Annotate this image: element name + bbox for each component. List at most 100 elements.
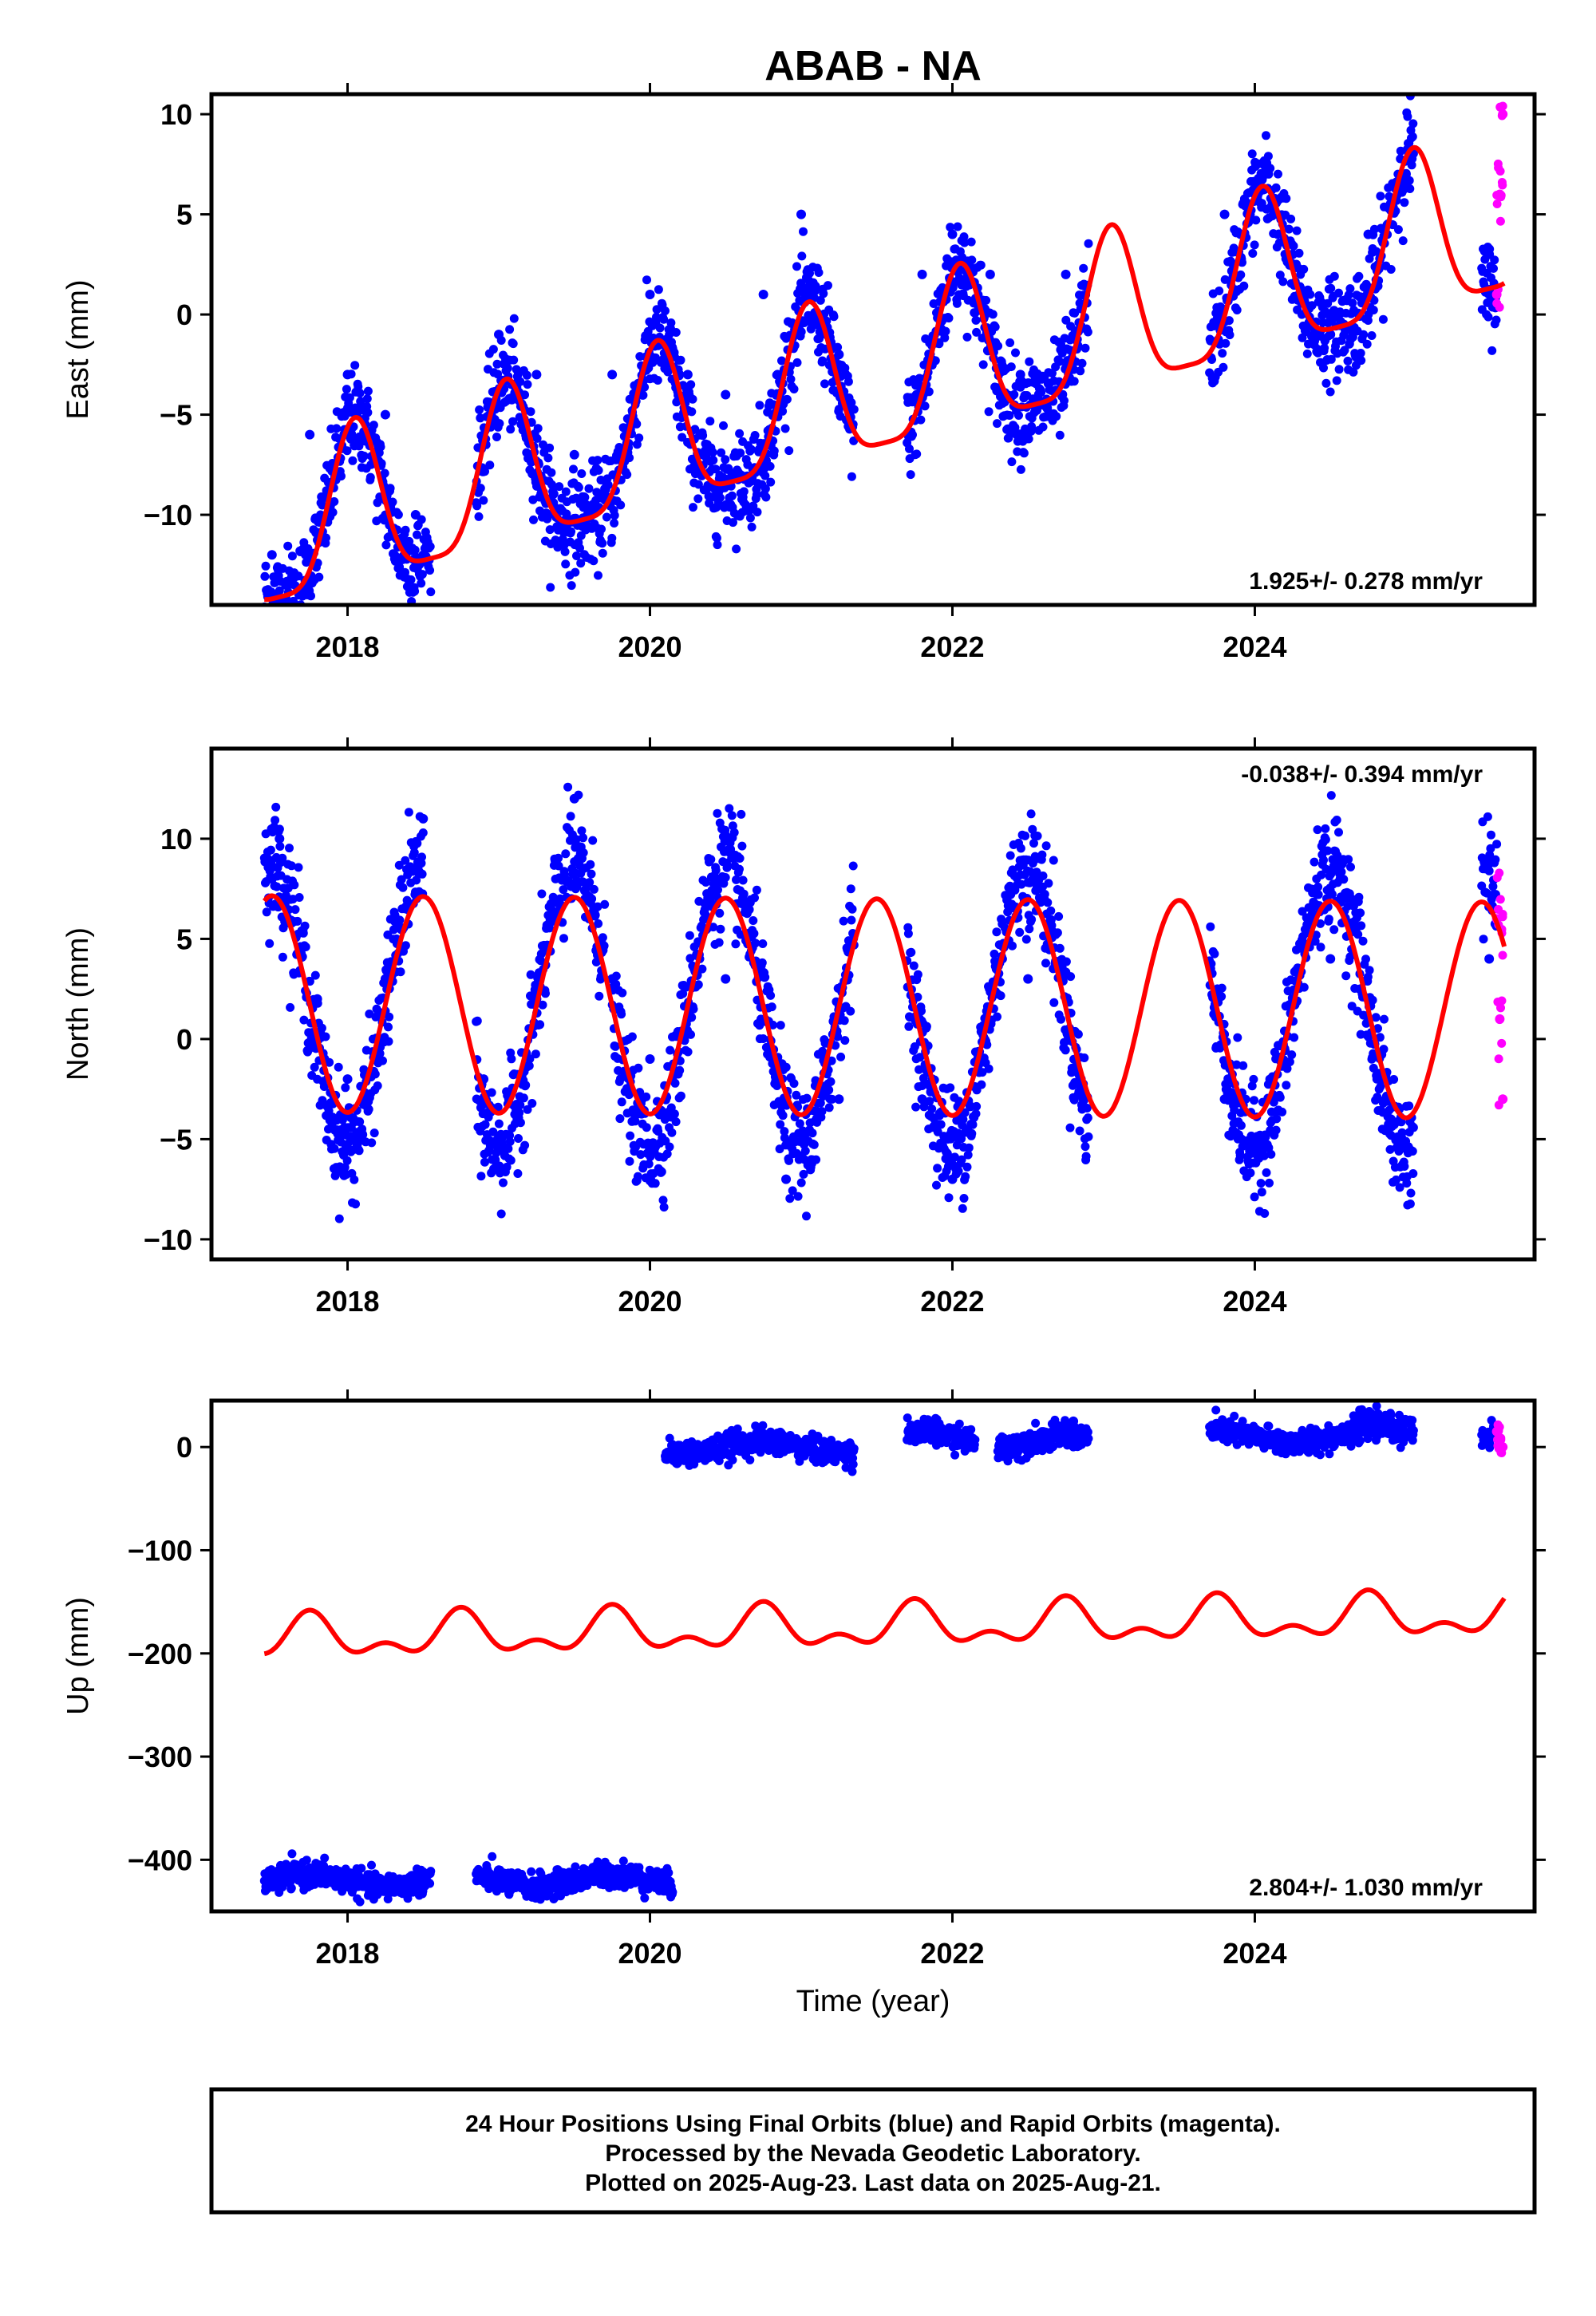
east-plot-area xyxy=(260,94,1508,625)
north-final-point xyxy=(495,1161,504,1171)
north-final-point xyxy=(563,782,573,792)
east-final-point xyxy=(1278,277,1288,287)
north-final-point xyxy=(627,1032,637,1041)
east-final-point xyxy=(593,456,602,465)
north-final-point xyxy=(1373,1093,1382,1102)
east-final-point xyxy=(1405,184,1415,193)
east-final-point xyxy=(576,559,586,568)
east-final-point xyxy=(1069,377,1079,386)
east-final-point xyxy=(1232,306,1242,314)
north-final-point xyxy=(954,1097,964,1106)
east-final-point xyxy=(1257,199,1266,208)
north-final-point xyxy=(766,990,776,1000)
east-final-point xyxy=(1080,343,1090,353)
north-frame xyxy=(209,746,1537,1262)
north-final-point xyxy=(732,875,741,884)
north-final-point xyxy=(776,1120,785,1129)
north-final-point xyxy=(519,1093,528,1103)
east-final-point xyxy=(659,314,669,324)
north-final-point xyxy=(751,939,760,948)
north-final-point xyxy=(275,842,285,851)
east-final-point xyxy=(1369,295,1379,305)
north-final-point xyxy=(559,885,568,895)
east-final-point xyxy=(780,424,790,433)
east-y-tick-label: 5 xyxy=(176,199,192,231)
east-final-point xyxy=(495,419,504,429)
north-final-point xyxy=(927,1105,937,1113)
north-final-point xyxy=(1337,868,1346,876)
north-final-point xyxy=(595,991,604,1001)
east-final-point xyxy=(305,616,314,625)
north-final-point xyxy=(968,1120,978,1129)
up-y-axis-label: Up (mm) xyxy=(61,1597,95,1715)
north-final-point xyxy=(967,1128,977,1138)
east-final-point xyxy=(1009,389,1019,399)
north-final-point xyxy=(1321,824,1330,833)
east-final-point xyxy=(625,453,634,463)
east-final-point xyxy=(1251,215,1261,225)
east-final-point xyxy=(292,611,301,619)
north-final-point xyxy=(676,1091,685,1101)
north-final-point xyxy=(1317,870,1326,879)
north-final-point xyxy=(1329,925,1339,935)
north-final-point xyxy=(737,841,747,851)
north-final-point xyxy=(523,1105,532,1114)
east-final-point xyxy=(342,370,353,380)
east-final-point xyxy=(1221,338,1231,348)
east-final-point xyxy=(797,251,807,261)
east-final-point xyxy=(390,551,400,559)
north-final-point xyxy=(1210,949,1219,958)
north-final-point xyxy=(1040,890,1049,899)
north-final-point xyxy=(594,919,603,928)
east-final-point xyxy=(549,489,559,499)
north-final-point xyxy=(802,1211,811,1221)
east-final-point xyxy=(610,511,619,520)
east-final-point xyxy=(348,456,358,465)
east-final-point xyxy=(916,415,926,425)
north-final-point xyxy=(1395,1183,1404,1192)
east-final-point xyxy=(816,295,825,305)
north-final-point xyxy=(527,1099,537,1108)
east-final-point xyxy=(488,345,498,354)
east-rate-label: 1.925+/- 0.278 mm/yr xyxy=(1249,568,1483,595)
east-final-point xyxy=(509,314,519,323)
east-final-point xyxy=(406,607,415,616)
north-final-point xyxy=(1238,1061,1248,1070)
east-final-point xyxy=(574,483,583,492)
east-final-point xyxy=(971,315,981,325)
north-final-point xyxy=(1015,927,1025,937)
east-final-point xyxy=(271,611,280,619)
north-final-point xyxy=(1054,911,1064,921)
north-final-point xyxy=(657,1167,666,1176)
east-final-point xyxy=(388,497,397,507)
north-final-point xyxy=(1270,1047,1279,1057)
north-final-point xyxy=(1073,1030,1083,1039)
north-final-point xyxy=(750,893,759,903)
north-final-point xyxy=(971,1109,981,1118)
north-final-point xyxy=(752,885,761,895)
east-final-point xyxy=(589,556,598,566)
east-final-point xyxy=(607,533,617,543)
north-final-point xyxy=(330,1144,339,1153)
east-final-point xyxy=(1302,349,1312,358)
north-final-point xyxy=(735,854,745,863)
north-final-point xyxy=(1023,974,1033,984)
north-final-point xyxy=(826,1077,836,1086)
north-final-point xyxy=(993,1012,1001,1022)
north-final-point xyxy=(903,929,913,939)
north-final-point xyxy=(317,1023,326,1033)
north-final-point xyxy=(996,991,1005,1001)
north-final-point xyxy=(341,1083,350,1093)
east-final-point xyxy=(594,465,603,475)
east-final-point xyxy=(294,571,303,581)
east-final-point xyxy=(1010,423,1020,433)
north-final-point xyxy=(272,882,282,891)
east-final-point xyxy=(905,444,914,453)
east-rapid-point xyxy=(1497,177,1507,187)
north-final-point xyxy=(839,1016,849,1026)
north-final-point xyxy=(294,893,304,902)
north-final-point xyxy=(1380,1014,1389,1024)
east-final-point xyxy=(616,500,626,510)
north-final-point xyxy=(340,1163,350,1172)
north-final-point xyxy=(933,1164,942,1173)
